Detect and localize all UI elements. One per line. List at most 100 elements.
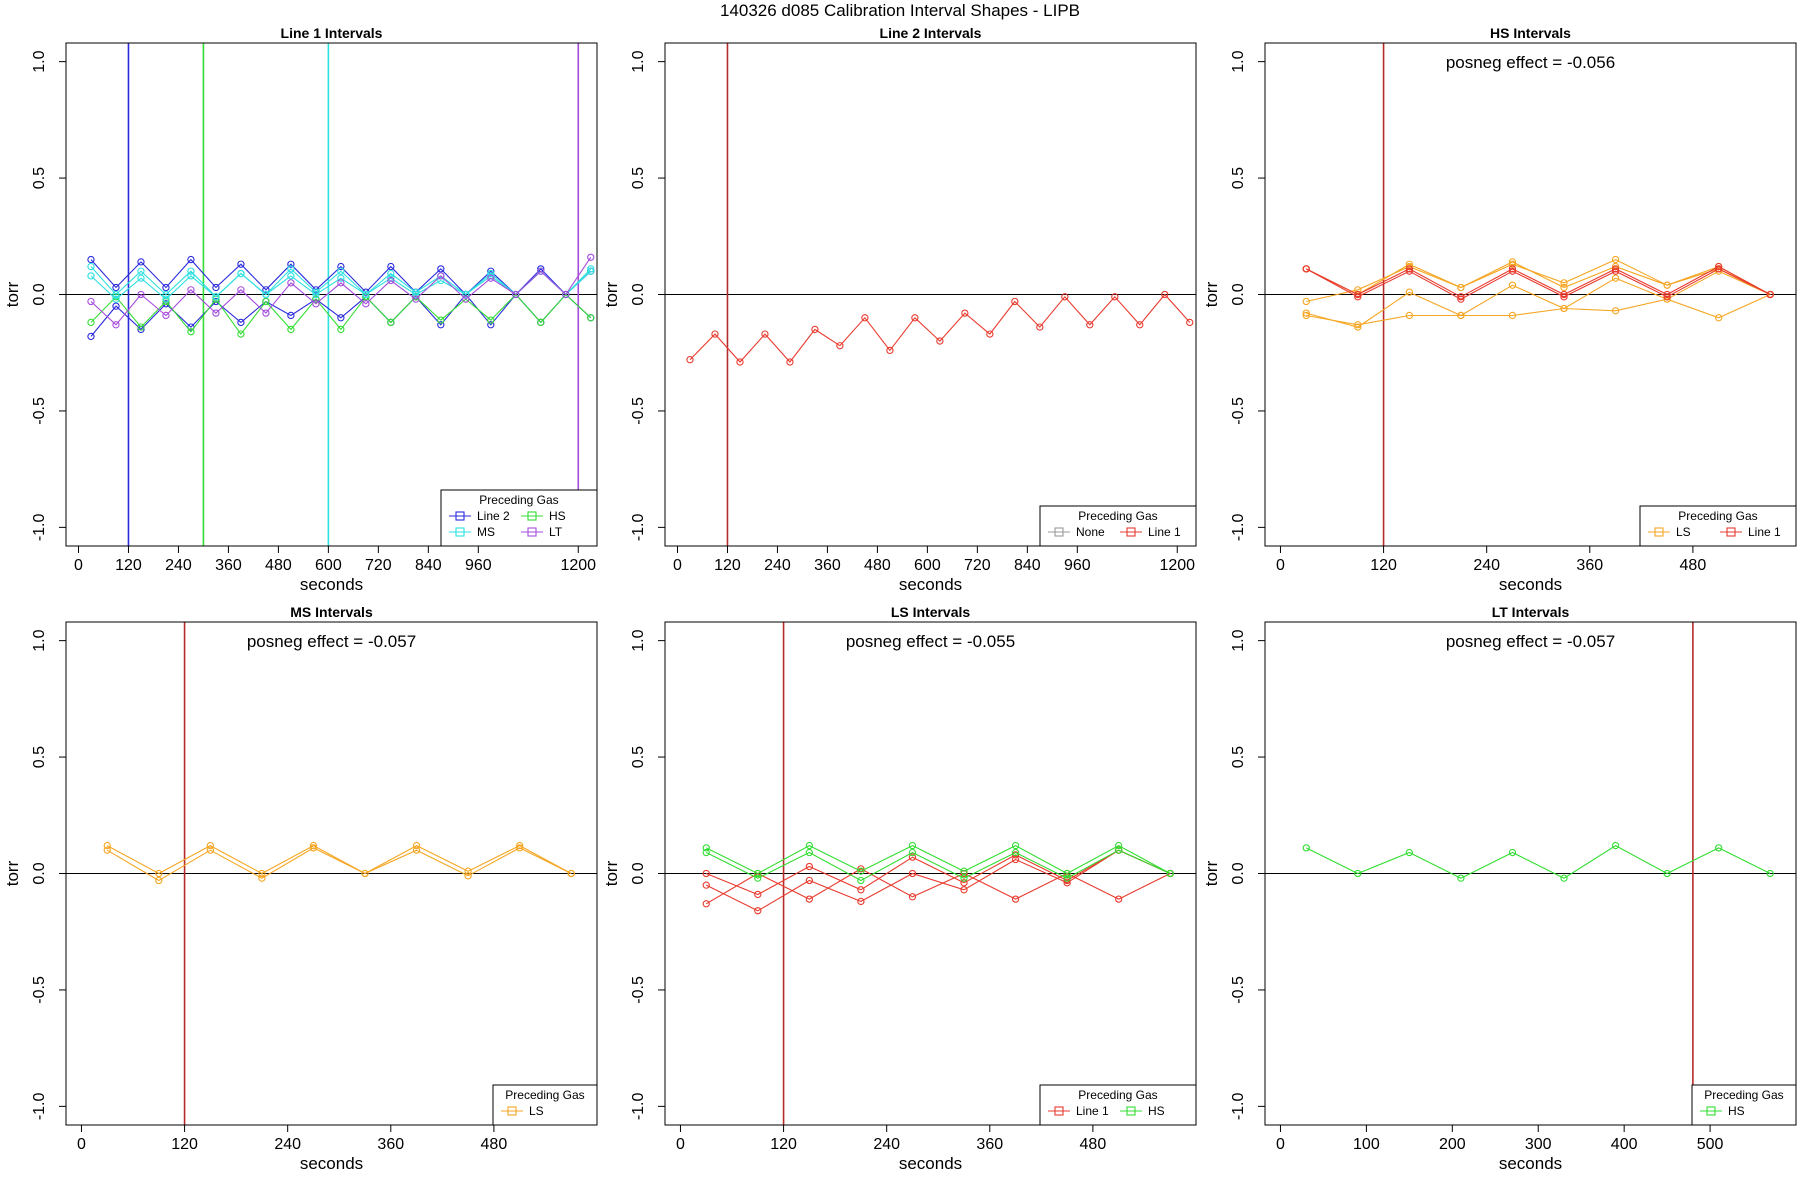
y-tick-label: -1.0: [1230, 1092, 1247, 1120]
data-point: [1115, 846, 1123, 854]
data-point: [562, 290, 570, 299]
series-line: [1306, 258, 1771, 303]
legend-swatch-marker: [507, 1106, 517, 1116]
y-tick-label: 0.5: [1230, 167, 1247, 189]
data-point: [1011, 895, 1020, 903]
legend-title: Preceding Gas: [1678, 509, 1757, 523]
legend-entry-label: MS: [477, 525, 495, 539]
data-point: [960, 879, 968, 887]
data-point: [1302, 265, 1310, 273]
y-tick-label: 1.0: [630, 629, 647, 651]
x-tick-label: 500: [1697, 1136, 1724, 1153]
data-point: [702, 881, 710, 889]
annotation-text: posneg effect = -0.055: [846, 632, 1015, 651]
data-point: [861, 314, 869, 322]
data-point: [237, 260, 245, 268]
data-point: [908, 841, 917, 850]
data-point: [936, 337, 944, 345]
data-point: [262, 286, 270, 294]
data-point: [805, 895, 813, 903]
data-point: [805, 862, 813, 871]
legend-swatch-marker: [1654, 527, 1664, 537]
series-line: [1305, 268, 1771, 300]
series-line: [1306, 293, 1771, 326]
x-axis-label: seconds: [1499, 575, 1562, 594]
x-tick-label: 360: [976, 1136, 1003, 1153]
data-point: [1663, 869, 1671, 878]
legend-box: [1639, 505, 1797, 547]
legend-entry-label: HS: [1728, 1104, 1745, 1118]
data-point: [337, 274, 345, 282]
legend-swatch-marker: [527, 511, 537, 521]
data-point: [487, 321, 495, 329]
data-point: [1611, 274, 1620, 282]
chart-panel-6: LT Intervals 0 100 200 300 400 500 seconds -1.0 -…: [1202, 604, 1797, 1173]
data-point: [1715, 844, 1723, 852]
x-tick-label: 240: [274, 1136, 301, 1153]
x-tick-label: 240: [165, 557, 192, 574]
data-point: [908, 869, 917, 878]
figure-title: 140326 d085 Calibration Interval Shapes …: [719, 1, 1081, 20]
y-tick-label: -0.5: [31, 976, 48, 1004]
x-axis-label: seconds: [899, 575, 962, 594]
legend: Preceding Gas None Line 1: [1039, 505, 1197, 547]
data-point: [412, 295, 420, 303]
y-tick-label: 0.5: [31, 746, 48, 768]
legend-entry-label: None: [1076, 525, 1105, 539]
data-point: [516, 841, 524, 850]
legend: Preceding Gas LS: [492, 1084, 598, 1126]
legend-entry-label: LS: [1676, 525, 1691, 539]
data-point: [960, 867, 968, 875]
data-point: [412, 841, 421, 850]
legend-swatch-marker: [455, 527, 465, 537]
data-point: [137, 323, 145, 331]
data-point: [1166, 869, 1174, 878]
data-point: [1457, 293, 1465, 301]
data-point: [908, 848, 917, 857]
data-point: [811, 325, 819, 334]
y-tick-label: 0.5: [630, 167, 647, 189]
legend: Preceding Gas HS: [1691, 1084, 1797, 1126]
data-point: [1715, 314, 1723, 322]
data-point: [1063, 874, 1071, 882]
data-point: [437, 276, 445, 285]
data-point: [1560, 279, 1568, 287]
series-line: [90, 268, 592, 300]
series-line: [90, 258, 592, 296]
chart-title: Line 2 Intervals: [880, 25, 982, 41]
data-point: [212, 293, 220, 301]
data-point: [1663, 293, 1671, 301]
y-axis-label: torr: [1202, 281, 1221, 307]
data-point: [1063, 879, 1071, 887]
data-point: [437, 321, 445, 329]
y-tick-label: -1.0: [31, 1092, 48, 1120]
data-point: [1611, 307, 1620, 315]
y-tick-label: -1.0: [630, 1092, 647, 1120]
data-point: [258, 869, 266, 878]
legend-swatch-marker: [1054, 1106, 1064, 1116]
data-point: [487, 267, 495, 275]
data-point: [754, 907, 762, 915]
data-point: [487, 269, 495, 278]
data-point: [87, 332, 95, 341]
x-tick-label: 240: [873, 1136, 900, 1153]
data-point: [1011, 841, 1020, 850]
data-point: [162, 300, 170, 308]
data-point: [437, 316, 445, 324]
data-point: [337, 262, 345, 271]
legend-title: Preceding Gas: [1078, 1088, 1157, 1102]
data-point: [387, 269, 395, 278]
data-point: [754, 874, 762, 882]
y-tick-label: 0.5: [31, 167, 48, 189]
data-point: [1302, 309, 1310, 317]
data-point: [1508, 260, 1517, 268]
data-point: [387, 276, 395, 285]
x-tick-label: 600: [315, 557, 342, 574]
data-point: [103, 841, 111, 850]
annotation-text: posneg effect = -0.057: [247, 632, 416, 651]
data-point: [464, 872, 472, 880]
legend-swatch-marker: [1726, 527, 1736, 537]
data-point: [1354, 323, 1362, 331]
data-point: [537, 267, 545, 275]
x-tick-label: 840: [1014, 557, 1041, 574]
